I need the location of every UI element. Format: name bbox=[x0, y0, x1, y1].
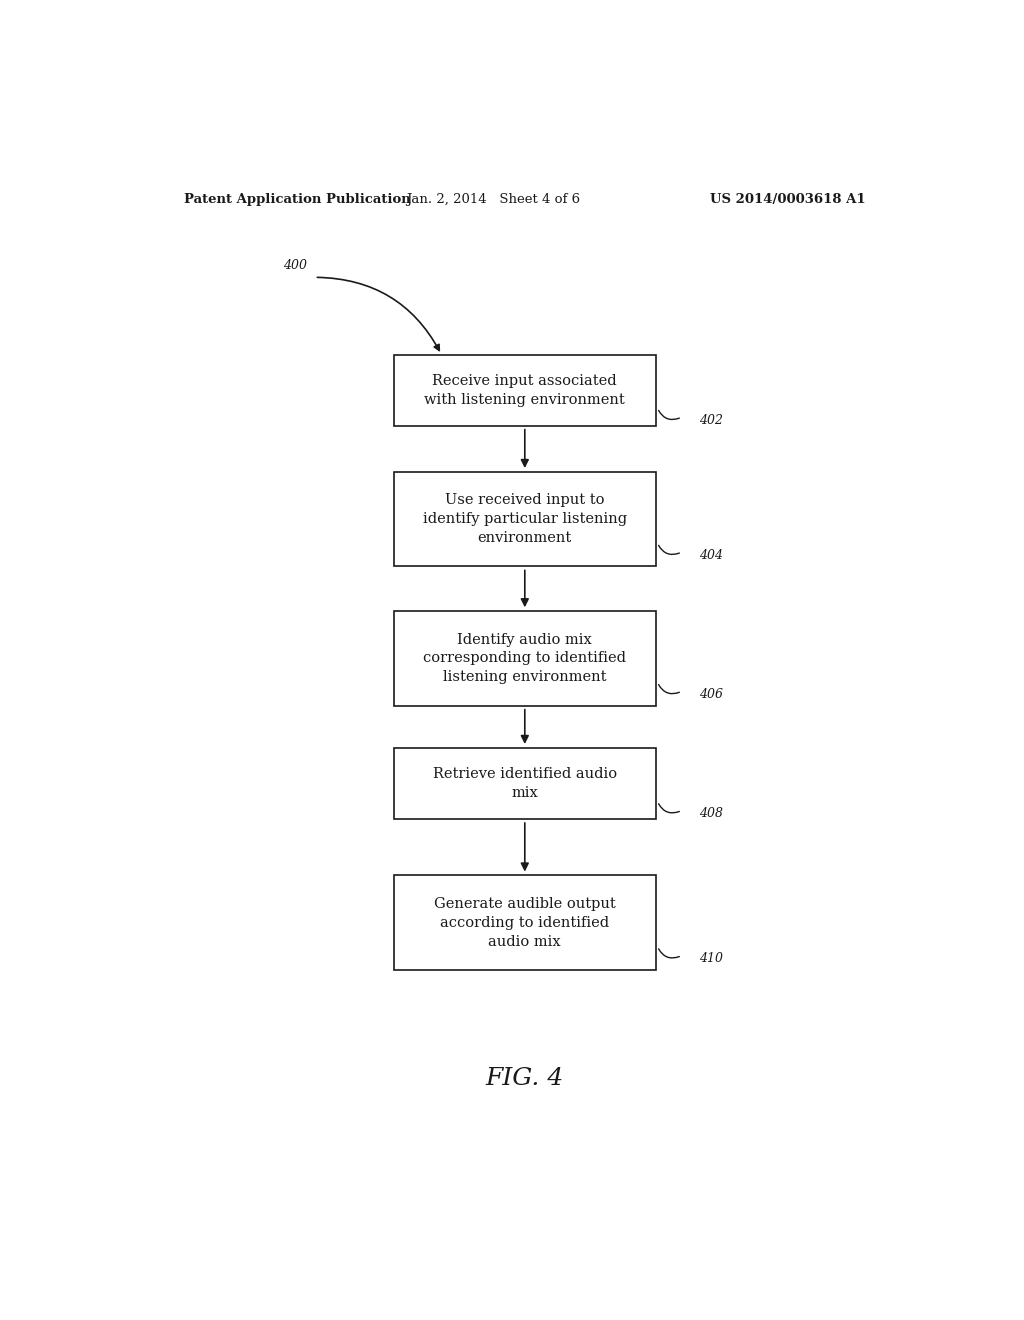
FancyBboxPatch shape bbox=[394, 473, 655, 566]
FancyBboxPatch shape bbox=[394, 611, 655, 706]
Text: Use received input to
identify particular listening
environment: Use received input to identify particula… bbox=[423, 494, 627, 545]
Text: 410: 410 bbox=[699, 952, 723, 965]
Text: 404: 404 bbox=[699, 549, 723, 561]
Text: FIG. 4: FIG. 4 bbox=[485, 1067, 564, 1090]
Text: Patent Application Publication: Patent Application Publication bbox=[183, 193, 411, 206]
FancyBboxPatch shape bbox=[394, 875, 655, 970]
Text: 408: 408 bbox=[699, 807, 723, 820]
Text: 400: 400 bbox=[283, 259, 306, 272]
Text: Identify audio mix
corresponding to identified
listening environment: Identify audio mix corresponding to iden… bbox=[423, 632, 627, 684]
Text: Generate audible output
according to identified
audio mix: Generate audible output according to ide… bbox=[434, 896, 615, 949]
Text: Jan. 2, 2014   Sheet 4 of 6: Jan. 2, 2014 Sheet 4 of 6 bbox=[406, 193, 581, 206]
FancyBboxPatch shape bbox=[394, 355, 655, 426]
Text: Receive input associated
with listening environment: Receive input associated with listening … bbox=[424, 374, 626, 407]
Text: Retrieve identified audio
mix: Retrieve identified audio mix bbox=[433, 767, 616, 800]
FancyBboxPatch shape bbox=[394, 748, 655, 818]
Text: 406: 406 bbox=[699, 688, 723, 701]
Text: 402: 402 bbox=[699, 413, 723, 426]
Text: US 2014/0003618 A1: US 2014/0003618 A1 bbox=[711, 193, 866, 206]
